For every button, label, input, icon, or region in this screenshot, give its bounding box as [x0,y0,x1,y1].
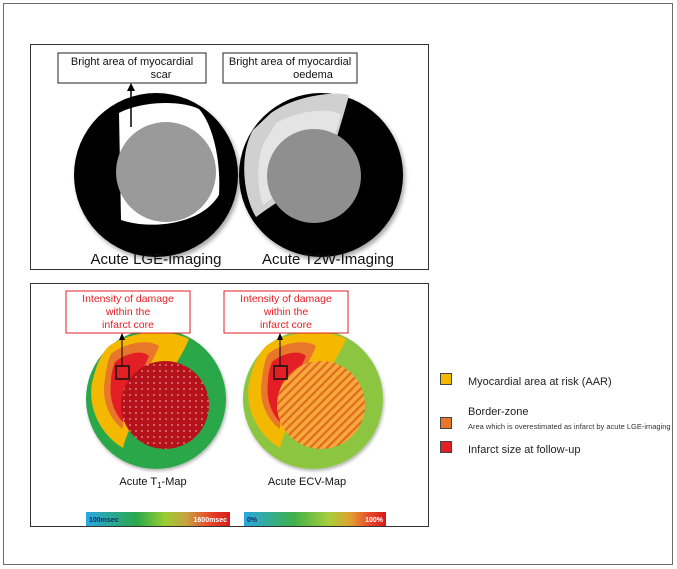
t2w-caption: Acute T2W-Imaging [262,251,394,268]
ecv-label-line2: within the [263,306,309,318]
t1-arrow-head [119,333,125,340]
lge-arrow-head [127,83,135,91]
lge-label-line2: scar [151,69,172,81]
lge-label-line1: Bright area of myocardial [71,56,193,68]
lge-label-box [57,52,207,84]
t2w-label-line1: Bright area of myocardial [229,56,351,68]
figure-frame [3,3,673,565]
t1-cavity [121,361,209,449]
lge-caption: Acute LGE-Imaging [91,251,222,268]
ecv-label-line1: Intensity of damage [240,293,332,305]
t1-caption-a: Acute T [119,476,157,488]
legend-swatch-border-zone [440,417,452,429]
t1-label-line2: within the [105,306,151,318]
legend: Myocardial area at risk (AAR) Border-zon… [440,372,672,466]
ecv-label-box [223,290,349,334]
ecv-arrow-head [277,333,283,340]
t1-scale-min: 100msec [89,517,119,524]
legend-item-border-zone: Border-zone Area which is overestimated … [440,402,672,432]
t1-caption-sub: 1 [157,481,162,490]
t1-label-box [65,290,191,334]
ecv-scale-min: 0% [247,517,258,524]
t1-scale-max: 1600msec [194,517,228,524]
ecv-scale-max: 100% [365,517,384,524]
ecv-color-scale [244,512,386,526]
legend-item-aar: Myocardial area at risk (AAR) [440,372,672,390]
t1-map-diagram [86,329,226,469]
t1-caption: Acute T1-Map [119,476,186,490]
ecv-caption: Acute ECV-Map [268,476,346,488]
legend-label-border-zone: Border-zone [468,406,529,418]
bottom-panel: Intensity of damage within the infarct c… [30,283,429,527]
t2w-heart-diagram [239,93,403,257]
lge-cavity [116,122,216,222]
t2w-label-box [222,52,358,84]
t1-caption-b: -Map [162,476,187,488]
ecv-cavity [277,361,365,449]
bottom-panel-diagram: Intensity of damage within the infarct c… [65,290,386,526]
legend-swatch-aar [440,373,452,385]
legend-swatch-infarct [440,441,452,453]
ecv-map-diagram [243,329,383,469]
legend-label-infarct: Infarct size at follow-up [468,444,581,456]
top-panel-diagram: Bright area of myocardial scar Bright ar… [57,52,403,268]
legend-sub-border-zone: Area which is overestimated as infarct b… [468,422,671,431]
t2w-cavity [267,129,361,223]
legend-label-aar: Myocardial area at risk (AAR) [468,376,612,388]
lge-heart-diagram [74,93,238,257]
t2w-label-line2: oedema [293,69,334,81]
legend-item-infarct: Infarct size at follow-up [440,440,672,458]
t1-label-line1: Intensity of damage [82,293,174,305]
ecv-label-line3: infarct core [260,319,312,331]
t1-color-scale [86,512,230,526]
t1-label-line3: infarct core [102,319,154,331]
top-panel: Bright area of myocardial scar Bright ar… [30,44,429,270]
